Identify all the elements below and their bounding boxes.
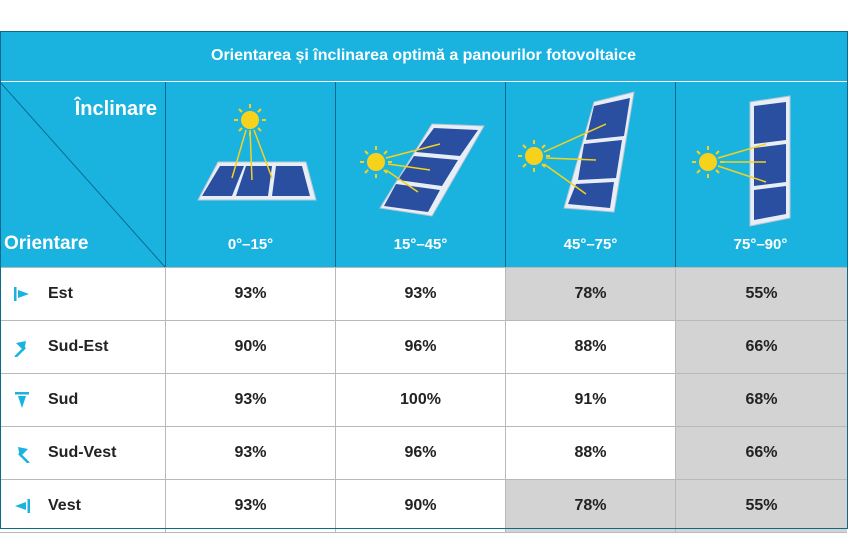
- value-cell: 90%: [336, 480, 506, 532]
- steep-panel-illustration: [518, 91, 635, 213]
- sun-icon: [518, 140, 550, 172]
- value-cell: 78%: [506, 480, 676, 532]
- value-cell: 66%: [676, 321, 847, 373]
- value-cell: 93%: [166, 427, 336, 479]
- row-label: Vest: [48, 497, 81, 514]
- table-row-sud: Sud 93% 100% 91% 68%: [0, 373, 847, 426]
- row-header-sud-vest: Sud-Vest: [0, 427, 166, 479]
- corner-diagonal: [0, 82, 165, 267]
- value-cell: 88%: [506, 427, 676, 479]
- table-row-vest: Vest 93% 90% 78% 55%: [0, 479, 847, 533]
- arrow-east-icon: [14, 287, 29, 301]
- sun-icon: [360, 146, 392, 178]
- col-label-15-45: 15°–45°: [393, 236, 448, 253]
- row-header-sud-est: Sud-Est: [0, 321, 166, 373]
- flat-panel-illustration: [197, 104, 317, 201]
- row-label: Sud-Est: [48, 338, 109, 355]
- col-header-45-75: 45°–75°: [506, 82, 676, 267]
- vertical-panel-illustration: [692, 95, 791, 227]
- value-cell: 91%: [506, 374, 676, 426]
- value-cell: 68%: [676, 374, 847, 426]
- value-cell: 88%: [506, 321, 676, 373]
- arrow-southeast-icon: [14, 341, 27, 357]
- value-cell: 66%: [676, 427, 847, 479]
- value-cell: 93%: [166, 268, 336, 320]
- row-label: Est: [48, 285, 73, 302]
- value-cell: 100%: [336, 374, 506, 426]
- sun-icon: [692, 146, 724, 178]
- table-body: Est 93% 93% 78% 55% Sud-Est 90% 96% 88% …: [0, 267, 847, 533]
- value-cell: 55%: [676, 268, 847, 320]
- col-header-0-15: 0°–15°: [166, 82, 336, 267]
- corner-cell: Înclinare Orientare: [0, 82, 166, 267]
- value-cell: 90%: [166, 321, 336, 373]
- row-header-vest: Vest: [0, 480, 166, 532]
- row-label: Sud: [48, 391, 79, 408]
- value-cell: 93%: [336, 268, 506, 320]
- value-cell: 96%: [336, 427, 506, 479]
- orientation-label: Orientare: [4, 233, 89, 254]
- solar-efficiency-table: Orientarea și înclinarea optimă a panour…: [0, 31, 848, 533]
- value-cell: 78%: [506, 268, 676, 320]
- header-row: Înclinare Orientare: [0, 82, 847, 267]
- row-header-sud: Sud: [0, 374, 166, 426]
- row-label: Sud-Vest: [48, 444, 117, 461]
- tilted-panel-illustration: [360, 123, 485, 217]
- row-header-est: Est: [0, 268, 166, 320]
- col-label-45-75: 45°–75°: [563, 236, 618, 253]
- table-title: Orientarea și înclinarea optimă a panour…: [0, 31, 847, 82]
- table-row-est: Est 93% 93% 78% 55%: [0, 267, 847, 320]
- tilt-label: Înclinare: [74, 98, 157, 120]
- arrow-west-icon: [15, 499, 30, 513]
- col-label-0-15: 0°–15°: [227, 236, 274, 253]
- col-label-75-90: 75°–90°: [733, 236, 788, 253]
- value-cell: 96%: [336, 321, 506, 373]
- table-row-sud-est: Sud-Est 90% 96% 88% 66%: [0, 320, 847, 373]
- table-row-sud-vest: Sud-Vest 93% 96% 88% 66%: [0, 426, 847, 479]
- value-cell: 93%: [166, 374, 336, 426]
- arrow-south-icon: [15, 392, 29, 408]
- arrow-southwest-icon: [17, 447, 30, 463]
- value-cell: 93%: [166, 480, 336, 532]
- col-header-75-90: 75°–90°: [676, 82, 845, 267]
- value-cell: 55%: [676, 480, 847, 532]
- col-header-15-45: 15°–45°: [336, 82, 506, 267]
